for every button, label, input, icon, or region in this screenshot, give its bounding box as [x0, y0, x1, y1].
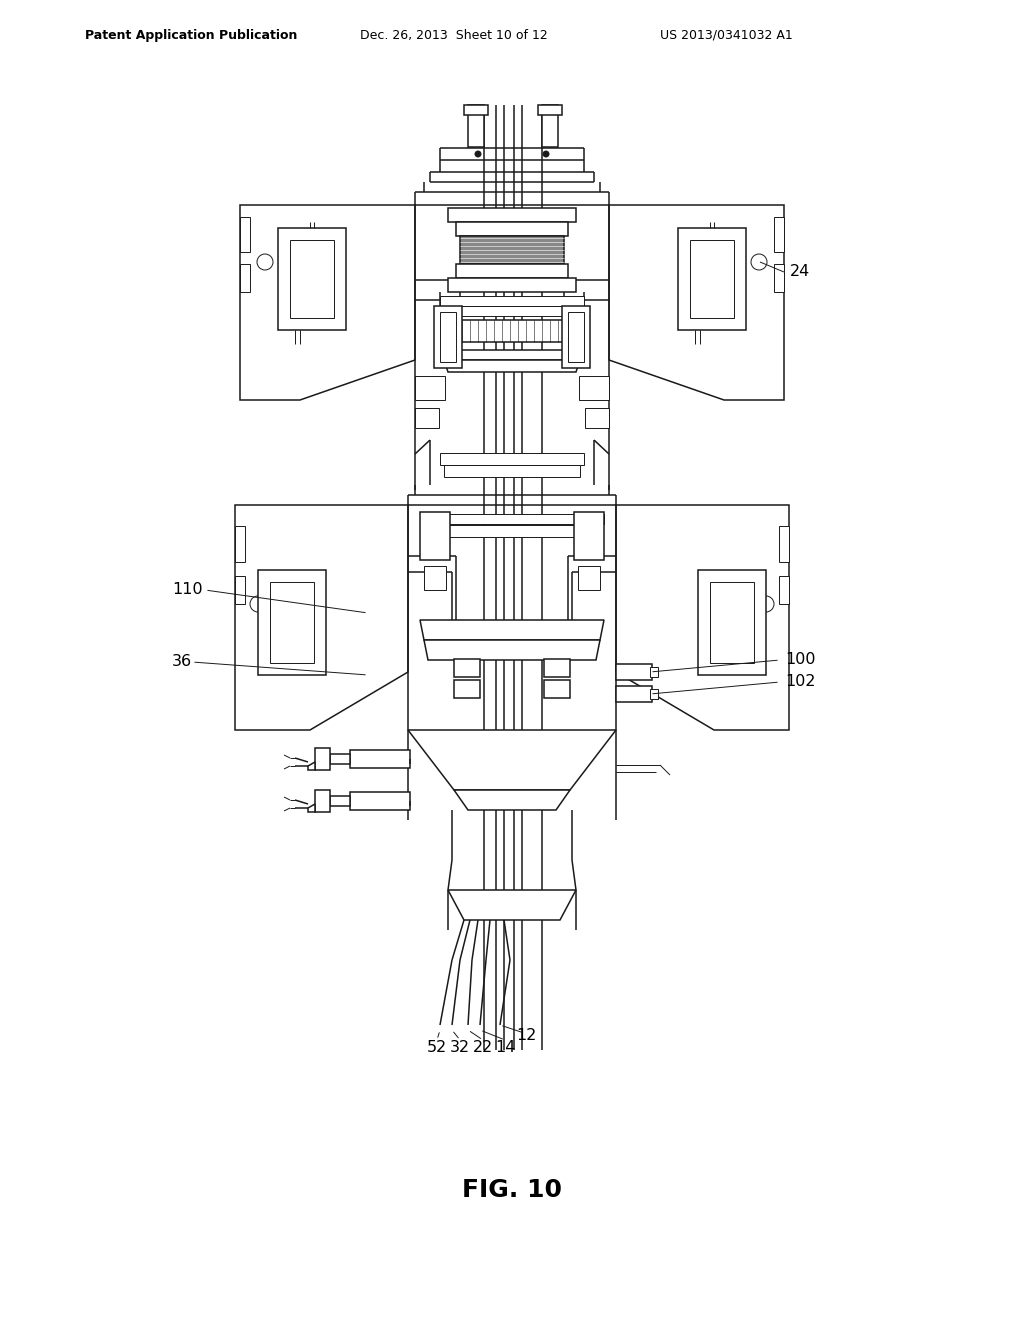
Bar: [240, 264, 250, 292]
Bar: [678, 228, 746, 330]
Text: US 2013/0341032 A1: US 2013/0341032 A1: [660, 29, 793, 41]
Bar: [454, 680, 480, 698]
Bar: [579, 376, 609, 400]
Bar: [330, 754, 350, 764]
Bar: [456, 264, 568, 279]
Bar: [315, 748, 330, 770]
Polygon shape: [449, 890, 575, 920]
Polygon shape: [424, 640, 600, 660]
Text: 24: 24: [790, 264, 810, 280]
Bar: [650, 689, 658, 700]
Text: Patent Application Publication: Patent Application Publication: [85, 29, 297, 41]
Bar: [710, 582, 754, 663]
Bar: [574, 512, 604, 560]
Bar: [460, 236, 564, 264]
Bar: [456, 222, 568, 236]
Bar: [698, 570, 766, 675]
Text: 102: 102: [785, 675, 815, 689]
Bar: [415, 376, 445, 400]
Bar: [315, 789, 330, 812]
Text: FIG. 10: FIG. 10: [462, 1177, 562, 1203]
Bar: [542, 106, 558, 147]
Text: 100: 100: [785, 652, 815, 668]
Text: 12: 12: [516, 1027, 537, 1043]
Bar: [270, 582, 314, 663]
Bar: [440, 296, 584, 306]
Bar: [568, 312, 584, 362]
Bar: [578, 566, 600, 590]
Bar: [616, 686, 652, 702]
Bar: [420, 512, 450, 560]
Bar: [774, 264, 784, 292]
Bar: [690, 240, 734, 318]
Polygon shape: [609, 205, 784, 400]
Bar: [424, 566, 446, 590]
Text: 22: 22: [473, 1040, 494, 1055]
Bar: [278, 228, 346, 330]
Bar: [234, 576, 245, 605]
Bar: [452, 319, 572, 342]
Bar: [468, 106, 484, 147]
Text: 52: 52: [427, 1040, 447, 1055]
Bar: [350, 750, 410, 768]
Bar: [616, 664, 652, 680]
Bar: [234, 525, 245, 562]
Polygon shape: [420, 620, 604, 640]
Polygon shape: [240, 205, 415, 400]
Bar: [562, 306, 590, 368]
Bar: [779, 525, 790, 562]
Bar: [464, 106, 488, 115]
Text: 14: 14: [495, 1040, 515, 1055]
Polygon shape: [408, 730, 616, 789]
Polygon shape: [454, 789, 570, 810]
Polygon shape: [308, 804, 315, 812]
Bar: [449, 279, 575, 292]
Bar: [444, 306, 580, 315]
Bar: [350, 792, 410, 810]
Bar: [444, 465, 580, 477]
Polygon shape: [308, 762, 315, 770]
Bar: [258, 570, 326, 675]
Bar: [544, 680, 570, 698]
Bar: [415, 408, 439, 428]
Bar: [585, 408, 609, 428]
Bar: [420, 513, 604, 524]
Bar: [774, 216, 784, 252]
Polygon shape: [234, 506, 408, 730]
Bar: [424, 525, 600, 537]
Circle shape: [475, 150, 481, 157]
Text: 36: 36: [172, 655, 193, 669]
Bar: [434, 306, 462, 368]
Text: 110: 110: [172, 582, 203, 598]
Bar: [290, 240, 334, 318]
Circle shape: [543, 150, 549, 157]
Polygon shape: [616, 506, 790, 730]
Text: 32: 32: [450, 1040, 470, 1055]
Polygon shape: [440, 350, 584, 360]
Bar: [240, 216, 250, 252]
Bar: [538, 106, 562, 115]
Bar: [454, 659, 480, 677]
Bar: [440, 312, 456, 362]
Bar: [650, 667, 658, 677]
Bar: [449, 209, 575, 222]
Bar: [779, 576, 790, 605]
Bar: [440, 453, 584, 465]
Polygon shape: [444, 360, 580, 372]
Bar: [330, 796, 350, 807]
Bar: [544, 659, 570, 677]
Text: Dec. 26, 2013  Sheet 10 of 12: Dec. 26, 2013 Sheet 10 of 12: [360, 29, 548, 41]
